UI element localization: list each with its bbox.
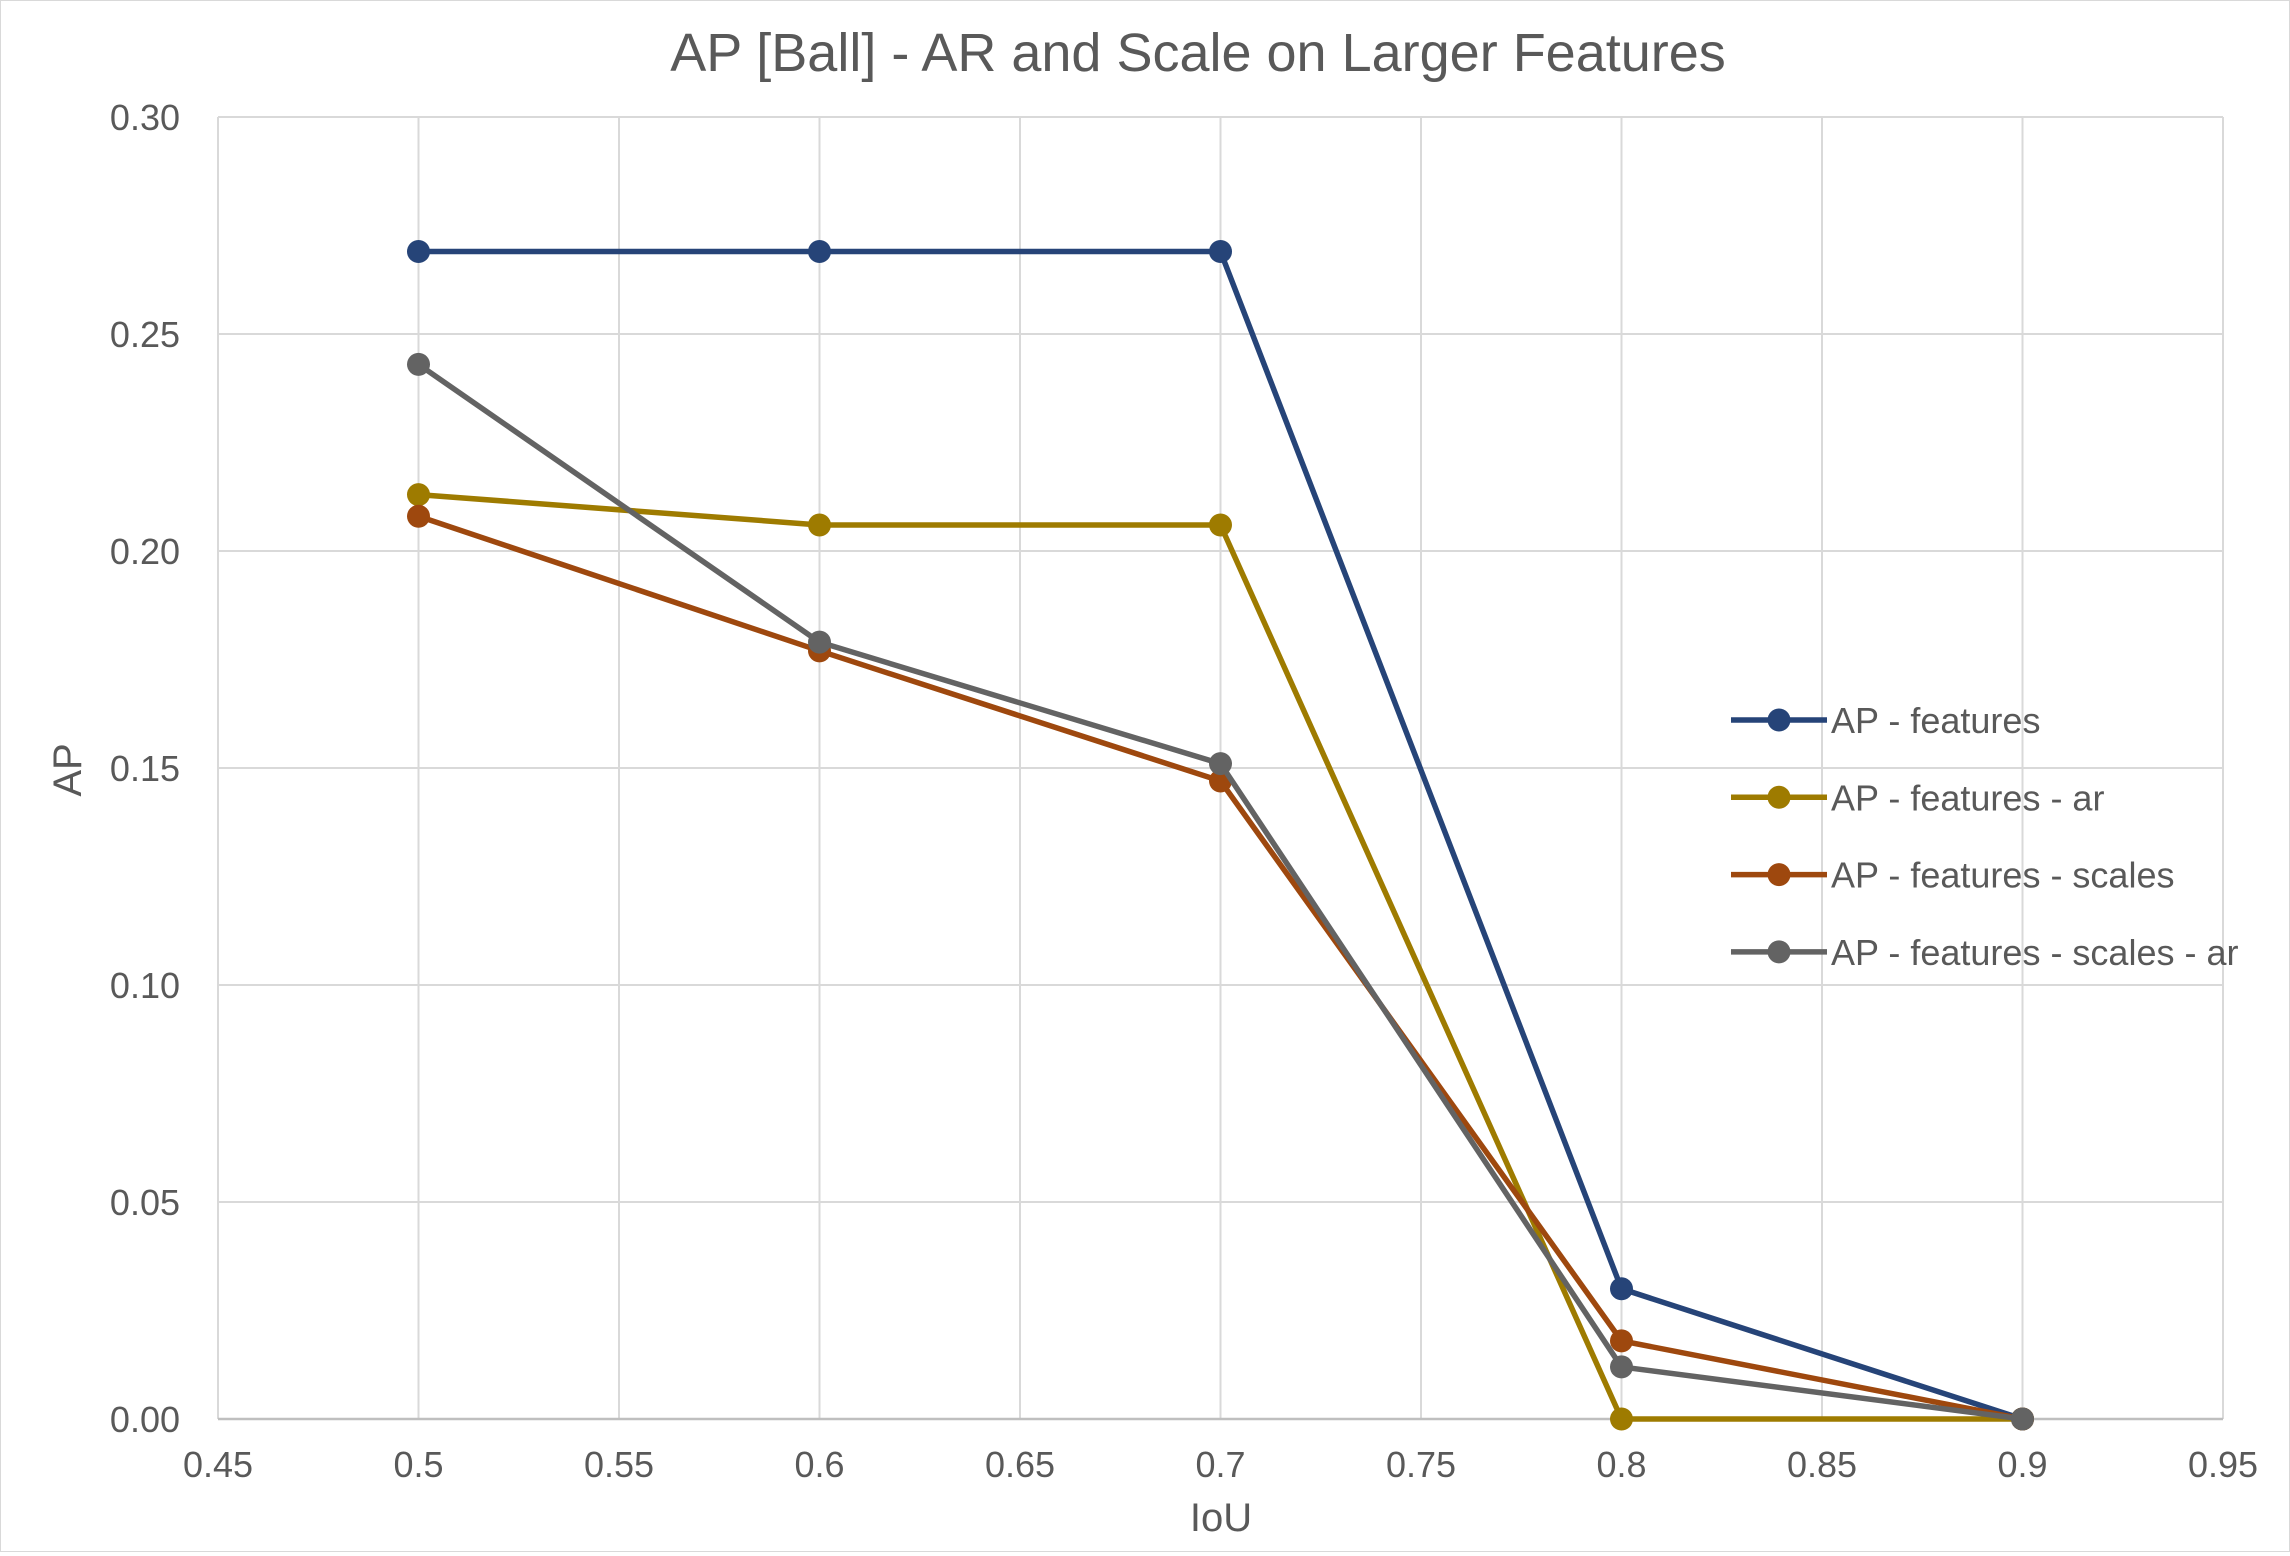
- data-point: [808, 240, 831, 264]
- data-point: [2011, 1407, 2034, 1431]
- legend-item: AP - features - scales - ar: [1731, 932, 2238, 973]
- data-point: [1610, 1329, 1633, 1353]
- y-tick-label: 0.10: [110, 965, 180, 1006]
- x-tick-label: 0.55: [584, 1444, 654, 1485]
- series-4: [407, 352, 2034, 1431]
- data-point: [1209, 240, 1232, 264]
- data-point: [808, 513, 831, 537]
- data-point: [1610, 1355, 1633, 1379]
- data-point: [808, 630, 831, 654]
- data-point: [407, 483, 430, 507]
- x-tick-label: 0.7: [1195, 1444, 1245, 1485]
- data-point: [407, 504, 430, 528]
- data-point: [407, 240, 430, 264]
- x-tick-label: 0.65: [985, 1444, 1055, 1485]
- x-tick-label: 0.8: [1596, 1444, 1646, 1485]
- x-tick-label: 0.6: [794, 1444, 844, 1485]
- data-point: [1209, 513, 1232, 537]
- series-lines: [407, 240, 2034, 1431]
- x-tick-label: 0.45: [183, 1444, 253, 1485]
- y-tick-label: 0.15: [110, 748, 180, 789]
- data-point: [1209, 752, 1232, 776]
- data-point: [1610, 1407, 1633, 1431]
- legend-swatch-marker: [1767, 785, 1791, 809]
- legend: AP - features AP - features - ar AP - feat…: [1731, 700, 2238, 973]
- data-point: [1610, 1277, 1633, 1301]
- legend-label: AP - features - scales: [1831, 855, 2174, 896]
- x-tick-label: 0.9: [1997, 1444, 2047, 1485]
- legend-swatch-marker: [1767, 708, 1791, 732]
- y-tick-label: 0.20: [110, 531, 180, 572]
- x-tick-label: 0.85: [1787, 1444, 1857, 1485]
- y-tick-label: 0.00: [110, 1399, 180, 1440]
- chart-title: AP [Ball] - AR and Scale on Larger Featu…: [670, 23, 1726, 83]
- y-tick-label: 0.05: [110, 1182, 180, 1223]
- legend-swatch-marker: [1767, 940, 1791, 964]
- legend-label: AP - features - scales - ar: [1831, 932, 2238, 973]
- y-tick-label: 0.25: [110, 314, 180, 355]
- legend-item: AP - features: [1731, 700, 2040, 741]
- legend-item: AP - features - scales: [1731, 855, 2174, 896]
- series-2: [407, 483, 2034, 1431]
- x-tick-label: 0.75: [1386, 1444, 1456, 1485]
- axes: 0.45 0.5 0.55 0.6 0.65 0.7 0.75 0.8 0.85 0.9 0.95 0…: [110, 97, 2258, 1485]
- legend-label: AP - features: [1831, 700, 2040, 741]
- legend-label: AP - features - ar: [1831, 777, 2104, 818]
- y-tick-label: 0.30: [110, 97, 180, 138]
- data-point: [407, 352, 430, 376]
- x-tick-label: 0.5: [393, 1444, 443, 1485]
- legend-item: AP - features - ar: [1731, 777, 2104, 818]
- x-axis-label: IoU: [1190, 1496, 1252, 1540]
- legend-swatch-marker: [1767, 863, 1791, 887]
- x-tick-label: 0.95: [2188, 1444, 2258, 1485]
- y-axis-label: AP: [46, 743, 90, 796]
